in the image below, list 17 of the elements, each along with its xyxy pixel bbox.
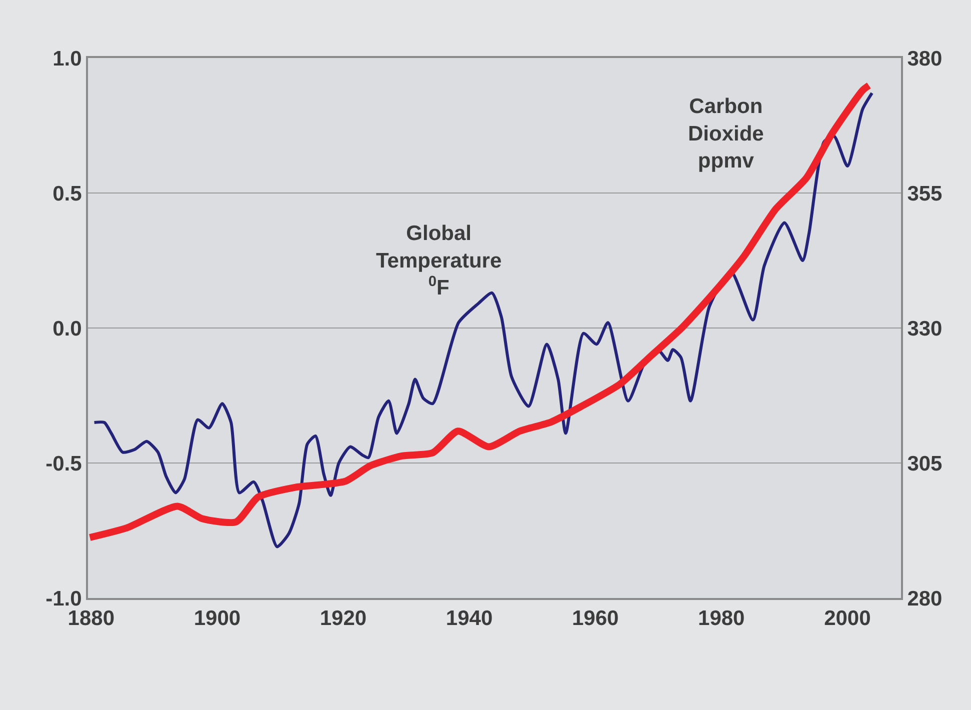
x-tick-label: 1900	[194, 607, 241, 630]
y-tick-label: 0.5	[52, 182, 82, 206]
x-tick-label: 2000	[824, 607, 871, 630]
x-tick-label: 1920	[320, 607, 367, 630]
x-tick-label: 1960	[572, 607, 619, 630]
annotation: Carbon Dioxide ppmv	[688, 95, 764, 173]
y2-tick-label: 330	[907, 317, 942, 340]
y-tick-label: 0.0	[52, 317, 82, 340]
annotation: Global Temperature $^{0}$F	[376, 222, 502, 300]
y-tick-label: 1.0	[52, 47, 82, 70]
x-tick-label: 1980	[698, 607, 745, 630]
y2-tick-label: 280	[907, 587, 942, 610]
x-tick-label: 1940	[446, 607, 493, 630]
y2-tick-label: 355	[907, 182, 943, 206]
y2-tick-label: 305	[907, 452, 943, 476]
y-tick-label: -0.5	[46, 452, 82, 476]
y2-tick-label: 380	[907, 47, 942, 70]
